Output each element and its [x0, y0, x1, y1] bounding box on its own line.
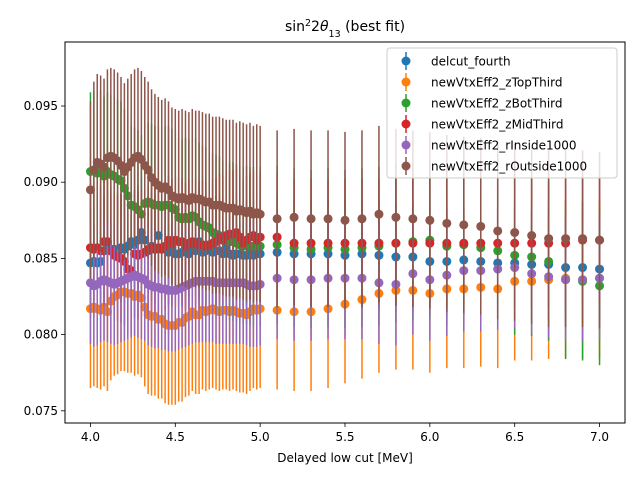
legend-label: newVtxEff2_zBotThird [431, 97, 563, 111]
x-tick-label: 4.0 [81, 430, 100, 444]
legend-marker [401, 77, 411, 87]
data-point [578, 234, 588, 244]
data-point [459, 220, 469, 230]
data-point [255, 209, 265, 219]
legend-item: newVtxEff2_zBotThird [401, 94, 563, 112]
legend-marker [401, 161, 411, 171]
x-tick-label: 4.5 [166, 430, 185, 444]
legend-item: newVtxEff2_zMidThird [401, 115, 564, 133]
legend-item: newVtxEff2_zTopThird [401, 73, 562, 91]
data-point [85, 185, 95, 195]
data-point [408, 214, 418, 224]
y-tick-label: 0.075 [24, 404, 58, 418]
data-point [143, 165, 153, 175]
y-tick-label: 0.085 [24, 251, 58, 265]
x-tick-label: 6.5 [505, 430, 524, 444]
x-tick-label: 6.0 [420, 430, 439, 444]
y-axis-ticks: 0.075 0.080 0.085 0.090 0.095 [24, 99, 65, 418]
legend-label: newVtxEff2_zTopThird [431, 76, 562, 90]
x-tick-label: 5.5 [335, 430, 354, 444]
legend-label: delcut_fourth [431, 55, 511, 69]
x-axis-ticks: 4.0 4.5 5.0 5.5 6.0 6.5 7.0 [81, 423, 609, 444]
data-point [323, 214, 333, 224]
data-point [357, 214, 367, 224]
data-point [272, 214, 282, 224]
data-point [595, 235, 605, 245]
plot-area [85, 67, 605, 405]
data-point [544, 234, 554, 244]
legend-marker [401, 119, 411, 129]
chart-title: sin22θ13 (best fit) [285, 18, 405, 40]
legend-item: delcut_fourth [401, 52, 511, 70]
x-tick-label: 7.0 [590, 430, 609, 444]
data-point [306, 214, 316, 224]
data-point [374, 209, 384, 219]
data-point [476, 221, 486, 231]
legend-marker [401, 56, 411, 66]
y-tick-label: 0.080 [24, 328, 58, 342]
data-point [442, 218, 452, 228]
data-point [561, 234, 571, 244]
legend-items: delcut_fourth newVtxEff2_zTopThird newVtxE… [401, 52, 587, 175]
data-point [527, 231, 537, 241]
data-point [425, 215, 435, 225]
legend-frame [386, 47, 618, 179]
data-point [510, 228, 520, 237]
series-layer [85, 67, 605, 405]
legend-marker [401, 140, 411, 150]
data-point [340, 215, 350, 225]
legend: delcut_fourth newVtxEff2_zTopThird newVtxE… [386, 47, 618, 179]
legend-label: newVtxEff2_rOutside1000 [431, 160, 587, 174]
x-axis-label: Delayed low cut [MeV] [277, 451, 413, 465]
y-tick-label: 0.095 [24, 99, 58, 113]
data-point [493, 226, 503, 236]
x-tick-label: 5.0 [251, 430, 270, 444]
legend-item: newVtxEff2_rOutside1000 [401, 157, 587, 175]
legend-label: newVtxEff2_rInside1000 [431, 139, 577, 153]
data-point [99, 162, 109, 172]
legend-label: newVtxEff2_zMidThird [431, 118, 564, 132]
y-tick-label: 0.090 [24, 175, 58, 189]
legend-item: newVtxEff2_rInside1000 [401, 136, 577, 154]
data-point [89, 165, 99, 175]
legend-marker [401, 98, 411, 108]
data-point [289, 212, 299, 222]
data-point [391, 212, 401, 222]
